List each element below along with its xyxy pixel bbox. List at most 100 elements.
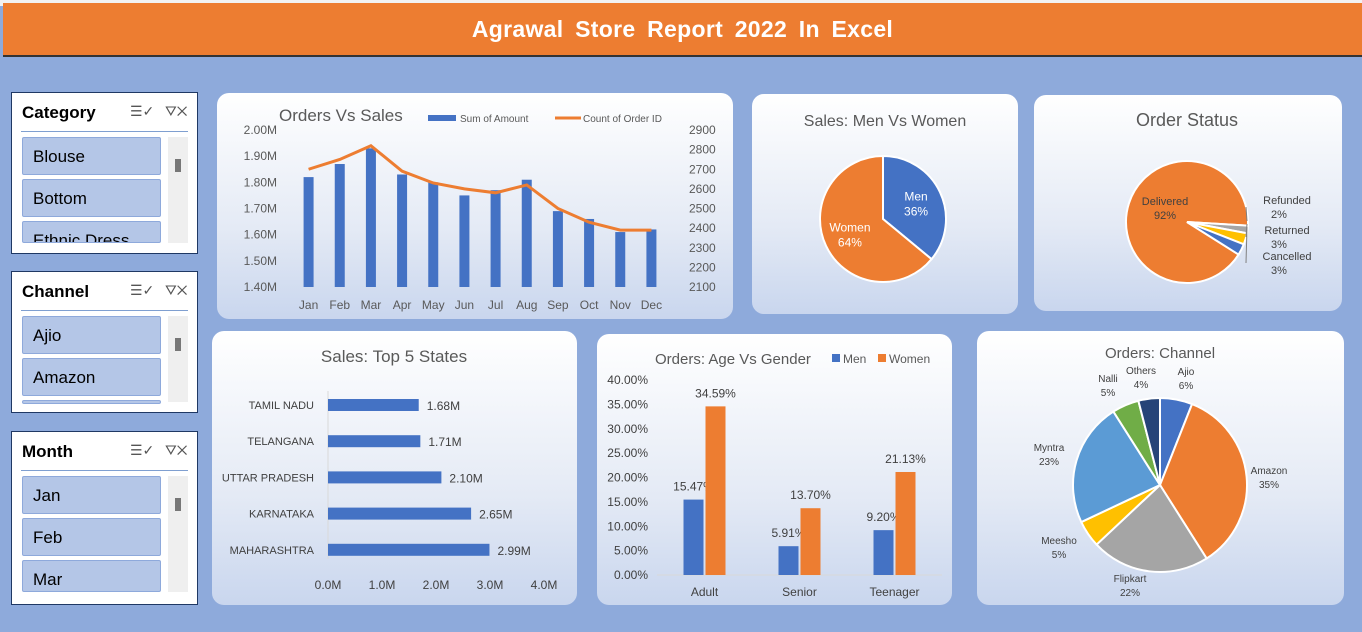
report-title: Agrawal Store Report 2022 In Excel (471, 15, 894, 42)
slicer-channel[interactable]: Channel ☰✓ ⛛✕ Ajio Amazon (11, 271, 198, 413)
top-states-svg: Sales: Top 5 States TAMIL NADU 1.68M TELAN… (222, 347, 558, 592)
slicer-month[interactable]: Month ☰✓ ⛛✕ Jan Feb Mar (11, 431, 198, 605)
scroll-thumb[interactable] (175, 498, 181, 511)
clear-filter-icon[interactable]: ⛛✕ (165, 282, 188, 298)
slicer-item-bottom[interactable]: Bottom (22, 179, 161, 217)
value-label: 2.65M (479, 508, 512, 522)
pie-slice-myntra (1072, 410, 1162, 524)
y-tick: 30.00% (607, 422, 648, 436)
bar-amount-mar (365, 148, 376, 287)
slicer-item-mar[interactable]: Mar (22, 560, 161, 592)
x-tick: Sep (547, 298, 569, 312)
slicer-item-feb[interactable]: Feb (22, 518, 161, 556)
bar-men-teenager (873, 530, 894, 575)
slicer-title: Channel (22, 282, 90, 301)
bar-tamil-nadu (328, 399, 419, 411)
slice-value: 4% (1134, 380, 1149, 391)
slicer-category[interactable]: Category ☰✓ ⛛✕ Blouse Bottom Ethnic Dres… (11, 92, 198, 254)
slice-label: Amazon (1251, 466, 1288, 477)
x-tick: Jan (299, 298, 318, 312)
clear-filter-icon[interactable]: ⛛✕ (165, 442, 188, 458)
multi-select-icon[interactable]: ☰✓ (130, 282, 155, 298)
value-label: 21.13% (885, 452, 926, 466)
leader-line (1245, 206, 1248, 222)
chart-order-status[interactable]: Order Status Delivered 92% Refunded 2% Retur… (1034, 95, 1342, 311)
slicer-item-amazon[interactable]: Amazon (22, 358, 161, 396)
slice-value: 64% (838, 236, 862, 250)
x-tick: Nov (610, 298, 631, 312)
x-tick: Teenager (869, 585, 919, 599)
chart-men-vs-women[interactable]: Sales: Men Vs Women Men 36% Women 64% (752, 94, 1018, 314)
slice-label: Myntra (1034, 443, 1065, 454)
slicer-scrollbar[interactable] (168, 137, 188, 243)
chart-title: Orders Vs Sales (279, 106, 403, 125)
y-tick: 0.00% (614, 568, 648, 582)
slice-value: 6% (1179, 381, 1194, 392)
y-left-tick: 1.90M (244, 149, 277, 163)
x-tick: Aug (516, 298, 537, 312)
slicer-item-partial[interactable] (22, 400, 161, 404)
legend-amount: Sum of Amount (460, 114, 529, 125)
bar-amount-feb (334, 164, 345, 287)
slicer-title: Category (22, 103, 96, 122)
pie-slice-cancelled (1186, 221, 1246, 256)
y-tick: 5.00% (614, 544, 648, 558)
x-tick: Apr (393, 298, 412, 312)
x-tick: Jun (455, 298, 474, 312)
chart-title: Orders: Channel (1105, 345, 1215, 362)
chart-title: Order Status (1136, 110, 1238, 130)
x-tick: 2.0M (423, 578, 450, 592)
chart-orders-vs-sales[interactable]: Orders Vs Sales Sum of Amount Count of O… (217, 93, 733, 319)
slice-label: Women (829, 221, 870, 235)
multi-select-icon[interactable]: ☰✓ (130, 103, 155, 119)
slice-value: 3% (1271, 239, 1287, 251)
chart-orders-channel[interactable]: Orders: Channel Ajio 6% Amazon 35% Flipkart 2… (977, 331, 1344, 605)
value-label: 5.91% (771, 526, 805, 540)
bar-uttar-pradesh (328, 471, 442, 484)
bar-women-senior (800, 508, 821, 575)
value-label: 2.10M (449, 471, 482, 485)
slice-value: 92% (1154, 210, 1176, 222)
clear-filter-icon[interactable]: ⛛✕ (165, 103, 188, 119)
x-tick: 1.0M (369, 578, 396, 592)
bar-karnataka (328, 507, 472, 520)
line-order-count (308, 143, 652, 232)
slicer-item-jan[interactable]: Jan (22, 476, 161, 514)
bar-amount-jul (490, 190, 501, 287)
orders-channel-svg: Orders: Channel Ajio 6% Amazon 35% Flipkart 2… (1034, 345, 1288, 599)
pie-slice-amazon (1158, 402, 1248, 560)
slicer-item-blouse[interactable]: Blouse (22, 137, 161, 175)
legend-orders: Count of Order ID (583, 114, 662, 125)
age-vs-gender-svg: Orders: Age Vs Gender Men Women 40.00% 35… (607, 351, 942, 599)
x-tick: 4.0M (531, 578, 558, 592)
chart-age-vs-gender[interactable]: Orders: Age Vs Gender Men Women 40.00% 35… (597, 334, 952, 605)
value-label: 34.59% (695, 386, 736, 400)
y-tick: 10.00% (607, 519, 648, 533)
multi-select-icon[interactable]: ☰✓ (130, 442, 155, 458)
scroll-thumb[interactable] (175, 159, 181, 172)
y-left-tick: 1.80M (244, 175, 277, 189)
pie-slice-flipkart (1095, 483, 1208, 573)
slicer-scrollbar[interactable] (168, 316, 188, 402)
orders-vs-sales-svg: Orders Vs Sales Sum of Amount Count of O… (244, 106, 716, 312)
slice-label: Others (1126, 366, 1156, 377)
leader-line (1245, 226, 1248, 264)
y-right-tick: 2900 (689, 123, 716, 137)
slice-label: Men (904, 189, 927, 203)
slice-value: 2% (1271, 209, 1287, 221)
chart-top-states[interactable]: Sales: Top 5 States TAMIL NADU 1.68M TELAN… (212, 331, 577, 605)
legend-swatch-amount (428, 115, 456, 121)
slicer-item-ajio[interactable]: Ajio (22, 316, 161, 354)
y-right-tick: 2800 (689, 143, 716, 157)
slice-label: Returned (1264, 225, 1309, 237)
slicer-item-ethnic-dress[interactable]: Ethnic Dress (22, 221, 161, 243)
scroll-thumb[interactable] (175, 338, 181, 351)
bar-amount-jun (459, 195, 470, 287)
y-left-tick: 1.60M (244, 228, 277, 242)
slicer-scrollbar[interactable] (168, 476, 188, 592)
slice-value: 36% (904, 204, 928, 218)
bar-amount-sep (552, 211, 563, 287)
slice-value: 22% (1120, 588, 1140, 599)
y-tick: 35.00% (607, 397, 648, 411)
